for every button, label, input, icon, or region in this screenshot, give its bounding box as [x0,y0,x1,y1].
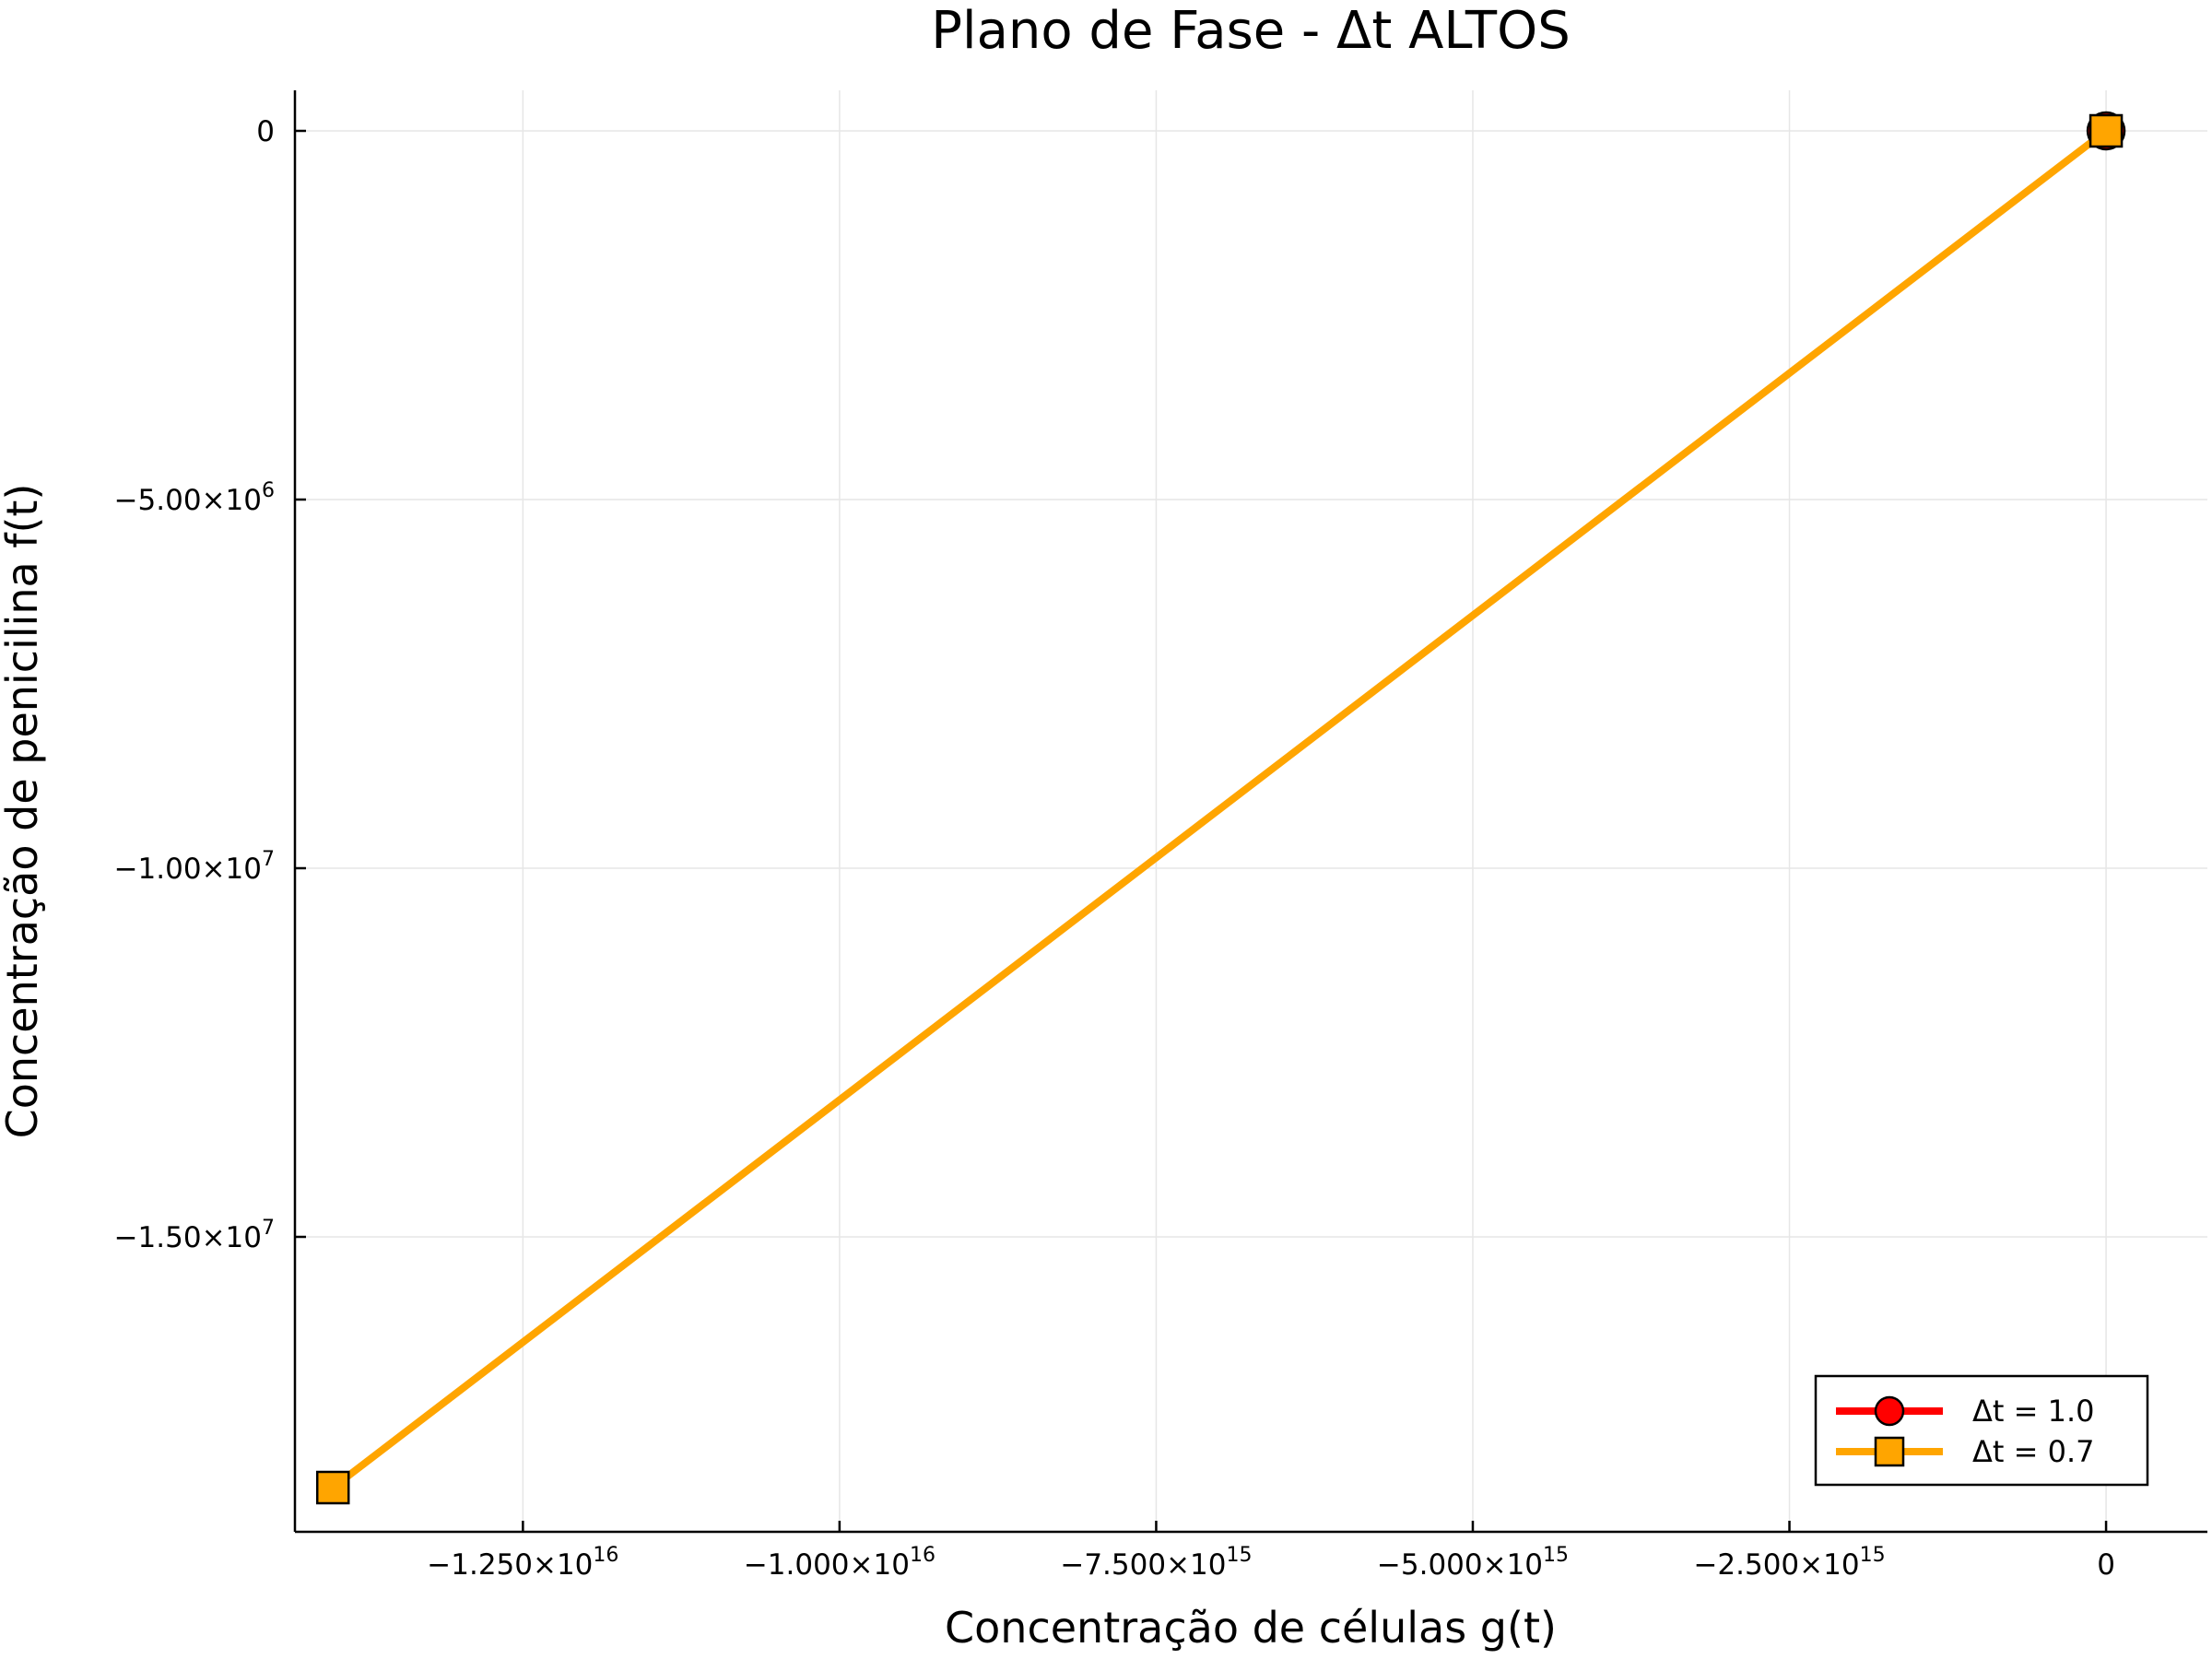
y-tick-label-exponent: 7 [262,1217,275,1240]
axes [293,90,2207,1534]
data-series [315,111,2126,1505]
legend-label-1: Δt = 0.7 [1972,1434,2094,1469]
x-tick-label-exponent: 16 [593,1544,618,1567]
series-line-1 [330,127,2109,1491]
x-tick-label: −1.250×1016 [427,1544,618,1582]
y-tick-label: −1.50×107 [114,1217,275,1254]
y-tick-label-exponent: 7 [262,848,275,871]
series-1-point [2088,113,2124,148]
x-tick-label-mantissa: −5.000×10 [1377,1548,1543,1582]
x-tick-label: −7.500×1015 [1060,1544,1252,1582]
y-axis-ticks: 0−5.00×106−1.00×107−1.50×107 [114,115,306,1254]
y-axis-label: Concentração de penicilina f(t) [0,484,47,1139]
legend-marker-0 [1874,1395,1905,1427]
grid-lines [295,90,2207,1532]
legend-marker-1 [1874,1436,1905,1467]
y-tick-label: 0 [256,115,275,148]
x-tick-label-exponent: 15 [1860,1544,1886,1567]
y-tick-label-mantissa: −5.00×10 [114,484,262,517]
legend-label-0: Δt = 1.0 [1972,1394,2094,1429]
x-tick-label-exponent: 15 [1227,1544,1253,1567]
legend: Δt = 1.0 Δt = 0.7 [1814,1374,2149,1487]
y-tick-label: −1.00×107 [114,848,275,886]
x-tick-label: −1.000×1016 [744,1544,935,1582]
chart-title: Plano de Fase - Δt ALTOS [931,1,1571,61]
x-axis-label: Concentração de células g(t) [945,1603,1557,1653]
legend-box [1814,1374,2149,1487]
y-tick-label-mantissa: −1.00×10 [114,853,262,886]
x-tick-label-mantissa: −1.000×10 [744,1548,910,1582]
x-tick-label-mantissa: 0 [2097,1548,2115,1582]
y-tick-label-mantissa: 0 [256,115,275,148]
y-tick-label-exponent: 6 [262,479,275,502]
series-1-point [315,1470,350,1505]
x-tick-label-mantissa: −1.250×10 [427,1548,593,1582]
x-tick-label: −5.000×1015 [1377,1544,1569,1582]
x-axis-ticks: −1.250×1016 −1.000×1016 −7.500×1015 −5.000×… [427,1521,2115,1582]
y-tick-label: −5.00×106 [114,479,275,517]
x-tick-label: −2.500×1015 [1693,1544,1885,1582]
x-tick-label-exponent: 15 [1543,1544,1569,1567]
x-tick-label-exponent: 16 [910,1544,935,1567]
y-tick-label-mantissa: −1.50×10 [114,1221,262,1254]
x-tick-label-mantissa: −7.500×10 [1060,1548,1226,1582]
x-tick-label-mantissa: −2.500×10 [1693,1548,1859,1582]
x-tick-label: 0 [2097,1548,2115,1582]
